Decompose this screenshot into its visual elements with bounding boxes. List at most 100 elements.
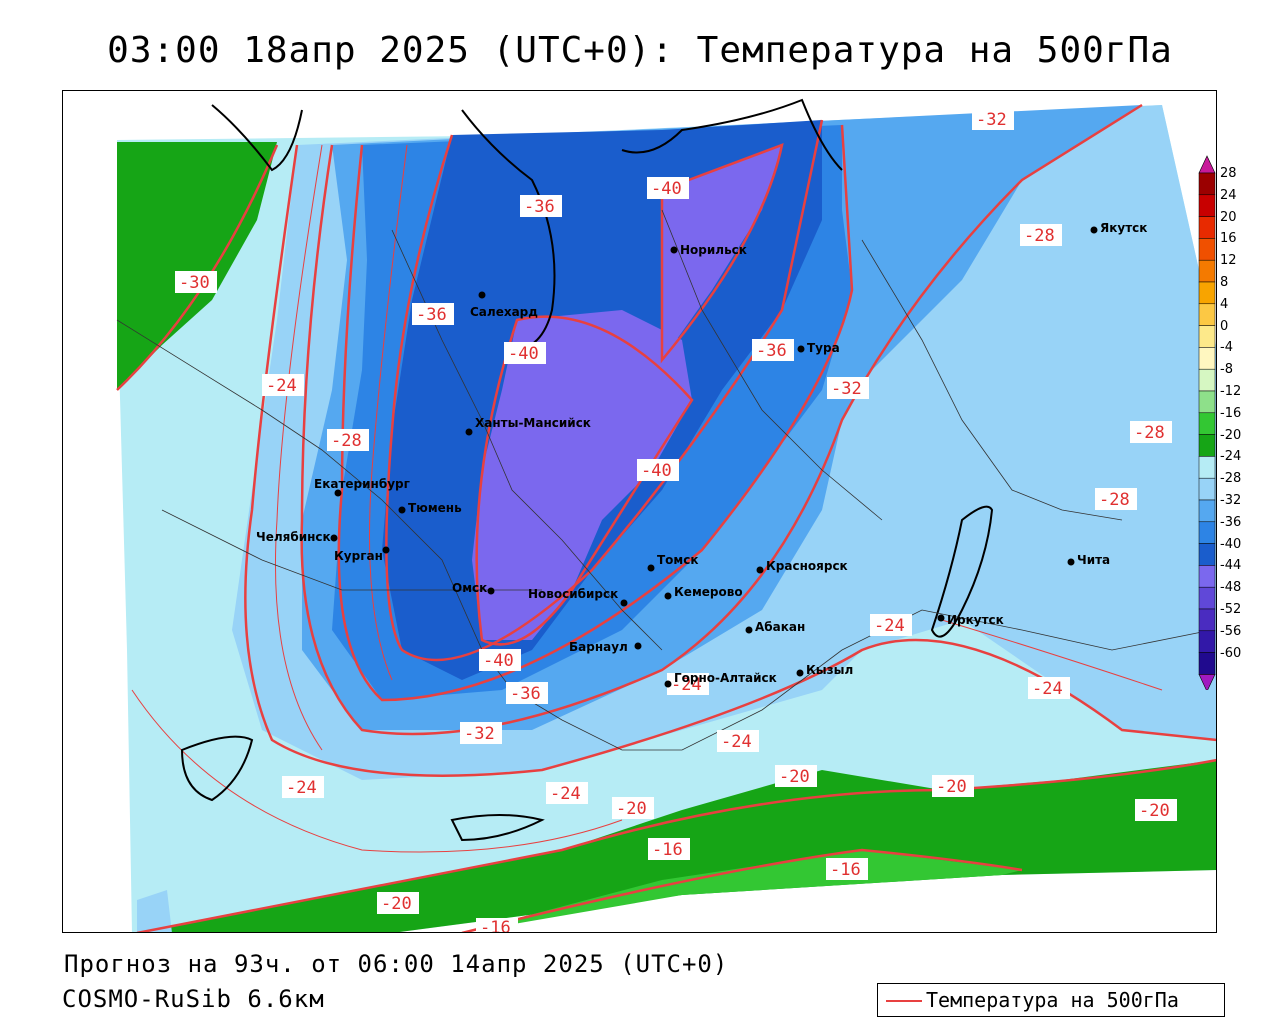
colorbar-tick-label: -8 (1220, 362, 1233, 378)
borders (116, 209, 1213, 751)
city-krasnoyarsk: Красноярск (756, 559, 848, 574)
city-abakan: Абакан (745, 620, 805, 634)
svg-text:-16: -16 (480, 918, 511, 933)
svg-text:-24: -24 (874, 616, 905, 636)
city-tyumen: Тюмень (398, 501, 462, 515)
colorbar-tick-label: -12 (1220, 384, 1242, 399)
svg-text:Новосибирск: Новосибирск (528, 587, 618, 601)
legend: Температура на 500гПа (877, 983, 1225, 1017)
colorbar-swatch (1198, 281, 1216, 305)
svg-text:-32: -32 (976, 110, 1007, 130)
colorbar-swatch (1198, 347, 1216, 370)
colorbar-tick-label: -24 (1220, 449, 1242, 465)
svg-text:Тура: Тура (807, 341, 840, 355)
colorbar-swatch (1198, 586, 1216, 610)
city-norilsk: Норильск (670, 243, 747, 257)
model-name: COSMO-RuSib 6.6км (62, 985, 325, 1013)
isotherm-label: -16 (648, 838, 690, 860)
city-irkutsk: Иркутск (937, 613, 1004, 627)
region-lightblue-sw (137, 890, 172, 933)
colorbar-swatch (1198, 412, 1216, 435)
colorbar-tick-label: 20 (1220, 209, 1237, 225)
isotherm-label: -32 (460, 722, 502, 744)
svg-text:-36: -36 (756, 341, 787, 361)
colorbar-tick-label: -40 (1220, 536, 1242, 552)
svg-text:-16: -16 (830, 860, 861, 880)
isotherm-label-layer: -32 -28 -40 -36 -30 -36 -24 -28 -36 -32 … (175, 108, 1177, 933)
colorbar (1198, 155, 1216, 690)
colorbar-tick-label: -28 (1220, 471, 1242, 487)
city-kurgan: Курган (334, 546, 390, 563)
isotherms-thin (131, 144, 1163, 853)
colorbar-tick-label: 4 (1220, 296, 1229, 312)
svg-text:-28: -28 (1099, 490, 1130, 510)
svg-text:-32: -32 (464, 724, 495, 744)
colorbar-tick-label: -20 (1220, 427, 1242, 443)
isotherm-label: -36 (412, 303, 454, 325)
svg-text:-30: -30 (179, 273, 210, 293)
colorbar-swatch (1198, 434, 1216, 457)
colorbar-swatch (1198, 608, 1216, 632)
svg-text:-24: -24 (671, 675, 702, 695)
colorbar-swatch (1198, 172, 1216, 196)
svg-text:Барнаул: Барнаул (569, 640, 628, 654)
colorbar-tick-label: -4 (1220, 340, 1233, 356)
forecast-info: Прогноз на 93ч. от 06:00 14апр 2025 (UTC… (64, 950, 729, 978)
svg-text:-28: -28 (331, 431, 362, 451)
city-ekaterinburg: Екатеринбург (314, 477, 410, 497)
colorbar-swatch (1198, 216, 1216, 239)
svg-text:Абакан: Абакан (755, 620, 805, 634)
svg-text:-36: -36 (416, 305, 447, 325)
isotherms (116, 103, 1217, 933)
svg-text:-28: -28 (1134, 423, 1165, 443)
isotherm-label: -30 (175, 271, 217, 293)
city-gorno-altaysk: Горно-Алтайск (664, 671, 777, 688)
svg-text:Екатеринбург: Екатеринбург (314, 477, 410, 491)
svg-text:-20: -20 (936, 777, 967, 797)
colorbar-swatch (1198, 303, 1216, 326)
colorbar-tick-label: -60 (1220, 645, 1242, 661)
legend-label: Температура на 500гПа (926, 988, 1179, 1012)
isotherm-label: -36 (752, 339, 794, 361)
colorbar-tick-label: -56 (1220, 623, 1242, 639)
isotherm-label: -40 (647, 177, 689, 199)
colorbar-swatch (1198, 456, 1216, 479)
city-chelyabinsk: Челябинск (256, 530, 338, 544)
isotherm-label: -40 (479, 649, 521, 671)
coastlines (180, 98, 994, 842)
region-purple-north (662, 145, 782, 360)
isotherm-label: -32 (827, 377, 869, 399)
svg-text:Курган: Курган (334, 549, 383, 563)
isotherm-label: -28 (1095, 488, 1137, 510)
city-tura: Тура (797, 341, 840, 355)
colorbar-tick-label: 28 (1220, 166, 1237, 181)
svg-text:Салехард: Салехард (470, 305, 538, 319)
svg-text:-28: -28 (1024, 226, 1055, 246)
colorbar-swatch (1198, 499, 1216, 523)
svg-text:-24: -24 (550, 784, 581, 804)
isotherm-label: -24 (546, 782, 588, 804)
svg-text:-36: -36 (524, 197, 555, 217)
isotherm-label: -24 (282, 776, 324, 798)
colorbar-swatch (1198, 259, 1216, 283)
city-chita: Чита (1067, 553, 1110, 567)
map-title: 03:00 18апр 2025 (UTC+0): Температура на… (107, 30, 1173, 71)
colorbar-swatch (1198, 630, 1216, 653)
isotherm-label: -20 (377, 892, 419, 914)
isotherm-label: -28 (1130, 421, 1172, 443)
colorbar-tick-label: 24 (1220, 187, 1237, 203)
isotherm-label: -24 (870, 614, 912, 636)
svg-text:-20: -20 (381, 894, 412, 914)
svg-text:-16: -16 (652, 840, 683, 860)
isotherm-label: -24 (717, 730, 759, 752)
svg-text:-24: -24 (286, 778, 317, 798)
colorbar-swatch (1198, 543, 1216, 566)
isotherm-label: -36 (520, 195, 562, 217)
region-green-nw (117, 142, 277, 390)
colorbar-swatch (1198, 652, 1216, 675)
svg-text:-20: -20 (779, 767, 810, 787)
city-khanty-mansiysk: Ханты-Мансийск (465, 416, 591, 436)
city-barnaul: Барнаул (569, 640, 642, 654)
region-greenlight-south (462, 850, 1022, 933)
svg-text:-24: -24 (721, 732, 752, 752)
